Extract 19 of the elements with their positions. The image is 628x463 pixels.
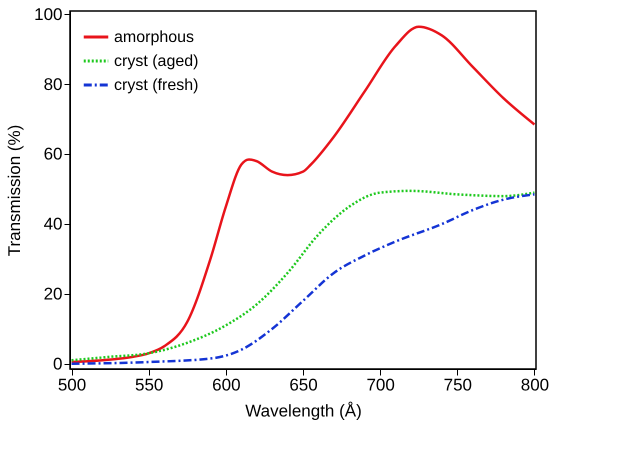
legend-label: cryst (aged) — [114, 53, 198, 70]
x-tick-label: 650 — [289, 376, 318, 394]
x-tick-label: 500 — [58, 376, 86, 394]
y-axis-title: Transmission (%) — [5, 124, 24, 256]
x-tick-label: 700 — [366, 376, 395, 394]
line-series — [70, 25, 536, 364]
y-tick-label: 60 — [44, 144, 62, 164]
x-tick-label: 600 — [212, 376, 241, 394]
y-tick-label: 0 — [53, 354, 62, 374]
legend-label: amorphous — [114, 29, 194, 46]
legend-label: cryst (fresh) — [114, 77, 198, 94]
x-tick-label: 750 — [444, 376, 472, 394]
y-tick-label: 20 — [44, 284, 62, 304]
y-tick-label: 100 — [34, 4, 62, 24]
y-tick-label: 40 — [44, 214, 62, 234]
x-tick-label: 550 — [135, 376, 164, 394]
y-tick-label: 80 — [44, 74, 62, 94]
x-tick-label: 800 — [520, 376, 550, 394]
x-axis-title: Wavelength (Å) — [245, 402, 362, 420]
